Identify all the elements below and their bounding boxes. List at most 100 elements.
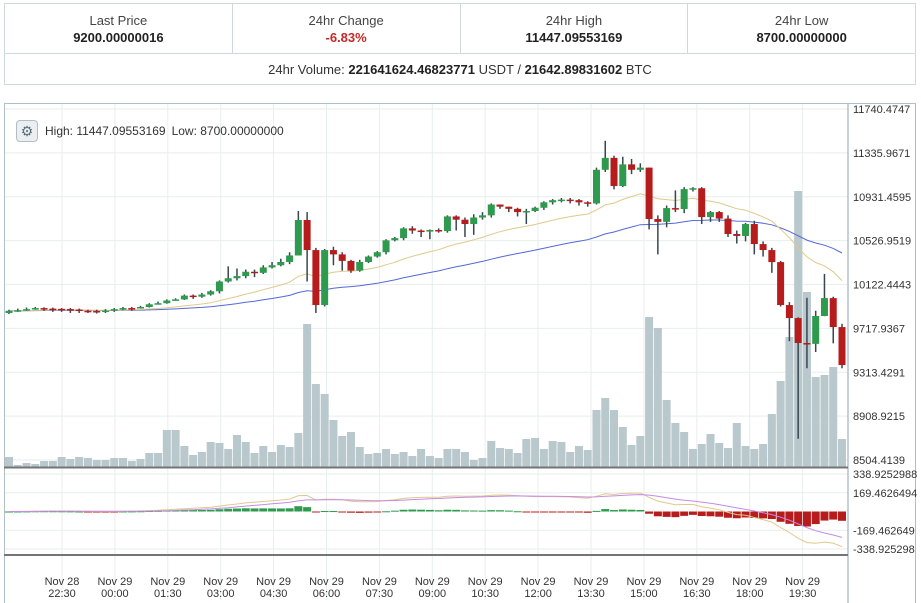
macd-histogram-bar xyxy=(680,511,689,516)
candle-down xyxy=(566,199,574,202)
macd-histogram-bar xyxy=(250,508,259,512)
volume-bar xyxy=(583,450,592,467)
macd-histogram-bar xyxy=(811,511,820,525)
macd-histogram-bar xyxy=(215,509,224,512)
candle-down xyxy=(66,309,74,311)
volume-bar xyxy=(531,438,540,467)
candle-up xyxy=(557,199,565,202)
macd-histogram-bar xyxy=(706,511,715,517)
macd-histogram-bar xyxy=(645,511,654,514)
time-tick-time: 01:30 xyxy=(154,588,182,600)
time-tick-time: 07:30 xyxy=(366,588,394,600)
candle-down xyxy=(303,220,311,251)
candle-down xyxy=(838,327,846,366)
volume-bar xyxy=(452,449,461,467)
macd-histogram-bar xyxy=(504,510,513,512)
candle-up xyxy=(706,212,714,218)
macd-histogram-bar xyxy=(311,511,320,513)
volume-bar xyxy=(680,432,689,467)
volume-bar xyxy=(320,394,329,467)
candle-down xyxy=(645,167,653,220)
candle-down xyxy=(628,164,636,170)
volume-bar xyxy=(13,465,22,467)
gear-icon[interactable]: ⚙ xyxy=(16,120,38,142)
candle-down xyxy=(794,318,802,344)
volume-bar xyxy=(522,439,531,467)
volume-bar xyxy=(785,337,794,467)
candle-down xyxy=(312,250,320,306)
macd-histogram-bar xyxy=(741,511,750,518)
volume-bar xyxy=(557,442,566,467)
macd-histogram-bar xyxy=(338,511,347,513)
macd-histogram-bar xyxy=(232,508,241,512)
macd-histogram-bar xyxy=(364,511,373,513)
volume-bar xyxy=(408,456,417,467)
macd-tick-label: 169.4626494 xyxy=(853,488,917,500)
volume-bar xyxy=(460,452,469,467)
volume-bar xyxy=(92,460,101,467)
candle-down xyxy=(724,218,732,235)
candle-down xyxy=(189,295,197,298)
macd-histogram-bar xyxy=(57,511,66,513)
volume-bar xyxy=(487,441,496,467)
time-tick-date: Nov 29 xyxy=(150,576,185,588)
macd-line xyxy=(9,492,843,548)
volume-bar xyxy=(662,400,671,467)
time-tick-date: Nov 29 xyxy=(785,576,820,588)
volume-bar xyxy=(40,461,49,467)
volume-bar xyxy=(829,367,838,467)
macd-histogram-bar xyxy=(259,508,268,512)
time-tick-date: Nov 29 xyxy=(203,576,238,588)
candle-down xyxy=(417,230,425,233)
candle-down xyxy=(40,308,48,310)
macd-histogram-bar xyxy=(785,511,794,524)
price-tick-label: 11335.9671 xyxy=(853,148,910,160)
price-tick-label: 9313.4291 xyxy=(853,367,905,379)
macd-histogram-bar xyxy=(671,511,680,518)
volume-bar xyxy=(802,292,811,467)
volume-bar xyxy=(268,452,277,467)
candle-down xyxy=(584,202,592,204)
macd-histogram-bar xyxy=(636,509,645,512)
macd-histogram-bar xyxy=(373,511,382,513)
chart-panel[interactable] xyxy=(4,103,916,603)
volume-bar xyxy=(653,328,662,467)
volume-bar xyxy=(697,444,706,467)
macd-histogram-bar xyxy=(460,510,469,512)
legend-high: High: 11447.09553169 xyxy=(45,124,166,138)
volume-bar xyxy=(469,460,478,467)
candle-up xyxy=(145,304,153,308)
volume-bar xyxy=(434,458,443,467)
volume-bar xyxy=(154,453,163,467)
candle-up xyxy=(478,215,486,218)
volume-bar xyxy=(548,441,557,467)
time-tick-time: 04:30 xyxy=(260,588,288,600)
candle-down xyxy=(671,208,679,210)
macd-histogram-bar xyxy=(724,511,733,518)
volume-bar xyxy=(610,410,619,467)
price-tick-label: 10931.4595 xyxy=(853,192,911,204)
candle-up xyxy=(470,217,478,225)
volume-bar xyxy=(390,454,399,467)
volume-bar xyxy=(496,448,505,467)
volume-bar xyxy=(224,449,233,467)
macd-histogram-bar xyxy=(592,510,601,512)
time-tick-date: Nov 29 xyxy=(468,576,503,588)
candle-down xyxy=(514,208,522,213)
volume-bar xyxy=(5,457,13,467)
macd-histogram-bar xyxy=(110,511,119,513)
candle-down xyxy=(93,311,101,313)
volume-bar xyxy=(645,317,654,467)
candle-down xyxy=(338,254,346,261)
candle-down xyxy=(575,200,583,203)
candle-up xyxy=(215,281,223,292)
macd-histogram-bar xyxy=(320,511,329,513)
macd-histogram-bar xyxy=(408,509,417,512)
macd-histogram-bar xyxy=(539,511,548,513)
volume-bar xyxy=(232,435,241,467)
volume-bar xyxy=(197,452,206,467)
macd-histogram-bar xyxy=(469,510,478,512)
stat-last-price: Last Price 9200.00000016 xyxy=(5,4,233,53)
candle-down xyxy=(75,309,83,311)
